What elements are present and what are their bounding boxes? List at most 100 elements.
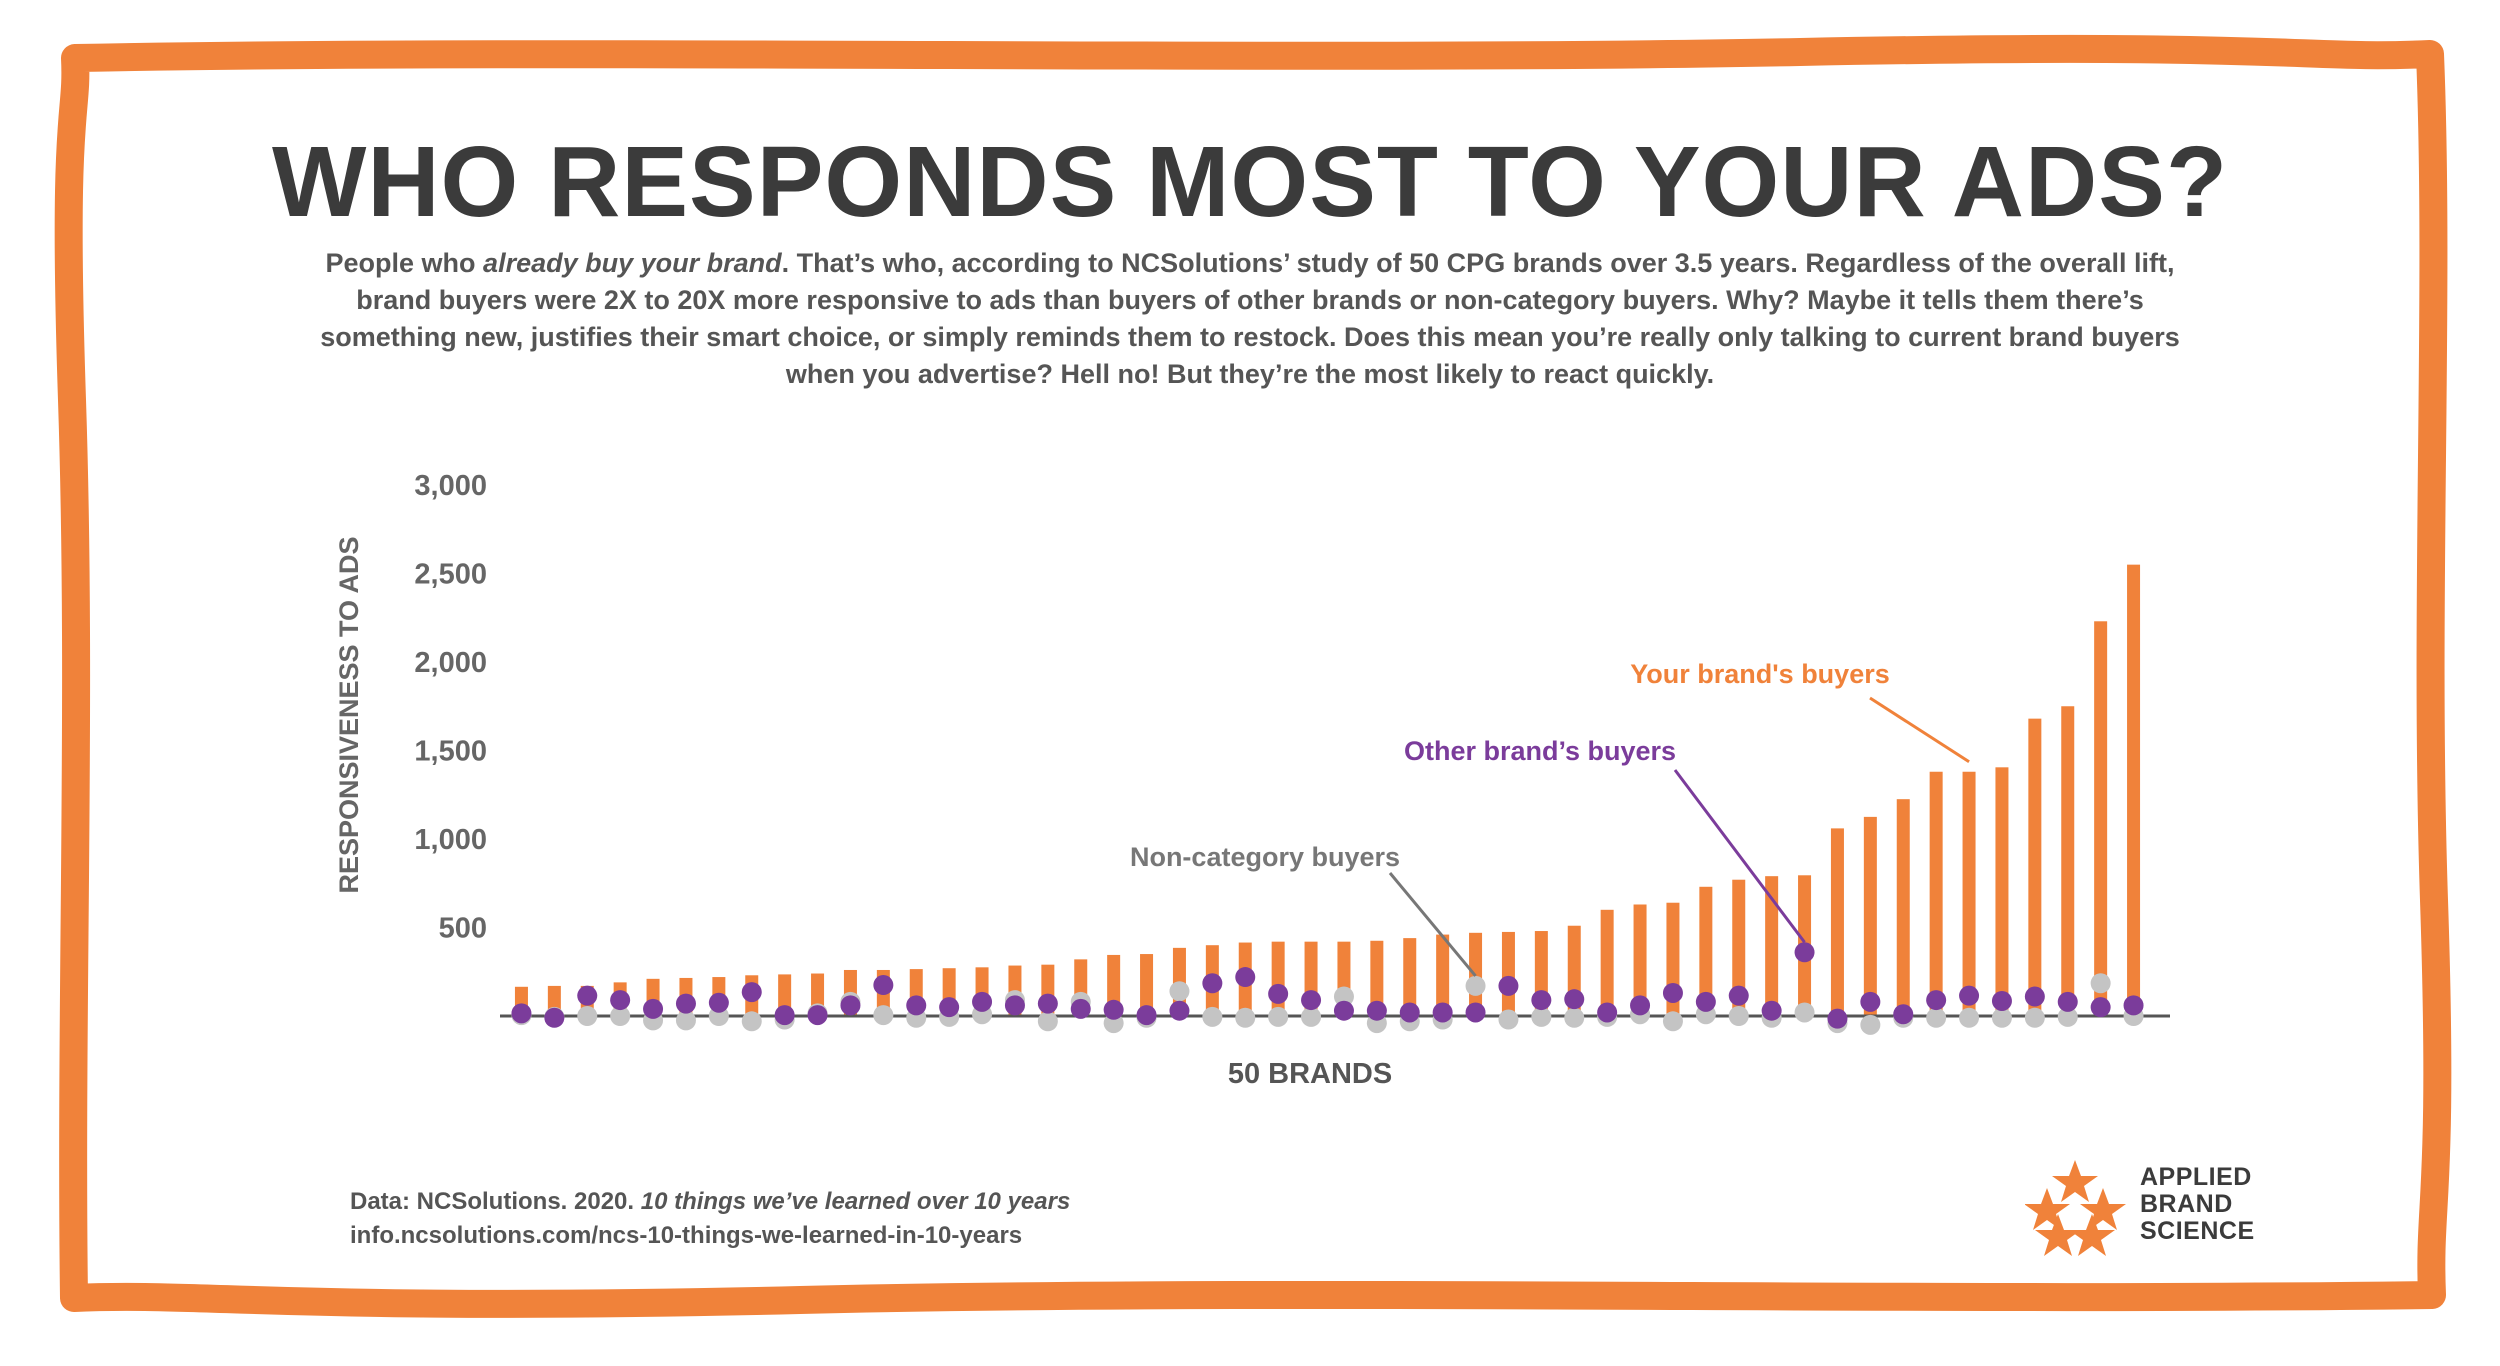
dot-other-brand: [906, 995, 927, 1016]
bar-your-brand: [1140, 954, 1154, 1016]
dot-other-brand: [1103, 999, 1124, 1020]
frame-border: [54, 34, 2452, 1318]
bar-your-brand: [1600, 909, 1614, 1016]
dot-other-brand: [1268, 983, 1289, 1004]
dot-other-brand: [1399, 1002, 1420, 1023]
bar-your-brand: [1699, 886, 1713, 1016]
subtitle-emphasis: already buy your brand: [483, 248, 782, 278]
dot-non-category: [1268, 1006, 1289, 1027]
dot-non-category: [1991, 1007, 2012, 1028]
bar-your-brand: [1501, 931, 1515, 1016]
dot-other-brand: [544, 1007, 565, 1028]
dot-other-brand: [1070, 998, 1091, 1019]
dot-other-brand: [1597, 1002, 1618, 1023]
dot-other-brand: [807, 1005, 828, 1026]
dot-non-category: [1564, 1007, 1585, 1028]
dot-other-brand: [1432, 1002, 1453, 1023]
dot-other-brand: [708, 992, 729, 1013]
logo-line-3: SCIENCE: [2140, 1217, 2255, 1245]
dot-other-brand: [840, 995, 861, 1016]
dot-other-brand: [2090, 997, 2111, 1018]
star-bottom-right: [2069, 1214, 2115, 1256]
dot-other-brand: [2024, 986, 2045, 1007]
dot-non-category: [873, 1005, 894, 1026]
y-tick-label: 2,500: [414, 559, 487, 591]
dot-other-brand: [972, 991, 993, 1012]
star-top: [2052, 1160, 2098, 1202]
bar-your-brand: [1732, 879, 1746, 1016]
y-tick-label: 500: [439, 913, 487, 945]
dot-other-brand: [1202, 973, 1223, 994]
dot-other-brand: [1630, 995, 1651, 1016]
non-category-annotation-label: Non-category buyers: [1130, 842, 1400, 872]
your-brand-annotation-label: Your brand's buyers: [1630, 659, 1889, 689]
dot-other-brand: [1860, 991, 1881, 1012]
bar-your-brand: [1962, 771, 1976, 1016]
dot-other-brand: [1794, 942, 1815, 963]
source-footer: Data: NCSolutions. 2020. 10 things we’ve…: [350, 1185, 1070, 1253]
logo-line-1: APPLIED: [2140, 1163, 2252, 1191]
y-axis: 500 1,000 1,500 2,000 2,500 3,000: [414, 470, 487, 945]
y-tick-label: 3,000: [414, 470, 487, 502]
dot-non-category: [2090, 973, 2111, 994]
dot-other-brand: [2057, 991, 2078, 1012]
other-brand-annotation-leader-line: [1673, 769, 1806, 944]
bar-your-brand: [1370, 940, 1384, 1016]
y-tick-label: 2,000: [414, 647, 487, 679]
bar-your-brand: [2094, 621, 2108, 1016]
bar-your-brand: [2127, 564, 2141, 1016]
dot-non-category: [1662, 1011, 1683, 1032]
dot-non-category: [1926, 1007, 1947, 1028]
y-tick-label: 1,500: [414, 736, 487, 768]
dot-non-category: [741, 1011, 762, 1032]
dot-non-category: [1728, 1006, 1749, 1026]
dot-non-category: [2024, 1007, 2045, 1028]
subtitle-text-2: . That’s who, according to NCSolutions’ …: [320, 248, 2180, 389]
dot-other-brand: [1333, 1000, 1354, 1021]
bar-your-brand: [1863, 816, 1877, 1016]
dot-other-brand: [1991, 990, 2012, 1011]
bar-your-brand: [1765, 876, 1779, 1016]
source-title: 10 things we’ve learned over 10 years: [640, 1188, 1071, 1215]
page-title: WHO RESPONDS MOST TO YOUR ADS?: [271, 126, 2229, 238]
dot-other-brand: [1926, 990, 1947, 1011]
dot-other-brand: [1136, 1005, 1157, 1026]
dot-other-brand: [1893, 1004, 1914, 1025]
dot-other-brand: [1564, 989, 1585, 1010]
dot-non-category: [2057, 1006, 2078, 1027]
dot-other-brand: [610, 990, 631, 1011]
dot-other-brand: [741, 982, 762, 1003]
dot-non-category: [1037, 1011, 1058, 1032]
dot-other-brand: [1301, 990, 1322, 1011]
source-url: info.ncsolutions.com/ncs-10-things-we-le…: [350, 1222, 1023, 1249]
source-citation: Data: NCSolutions. 2020. 10 things we’ve…: [350, 1185, 1070, 1219]
dot-non-category: [610, 1006, 631, 1026]
annotations: Your brand's buyers Other brand’s buyers N…: [1130, 659, 1970, 977]
dot-other-brand: [774, 1005, 795, 1026]
dot-other-brand: [1004, 995, 1025, 1016]
dot-other-brand: [1959, 985, 1980, 1006]
dot-other-brand: [1498, 975, 1519, 996]
dot-non-category: [1465, 975, 1486, 996]
dot-non-category: [1333, 986, 1354, 1007]
applied-brand-science-logo: APPLIED BRAND SCIENCE: [2025, 1158, 2295, 1258]
bar-your-brand: [778, 974, 792, 1016]
y-axis-label: RESPONSIVENESS TO ADS: [334, 536, 364, 893]
dot-other-brand: [1531, 990, 1552, 1011]
dot-other-brand: [1728, 985, 1749, 1006]
logo-line-2: BRAND: [2140, 1190, 2233, 1218]
dot-non-category: [1531, 1006, 1552, 1027]
dot-other-brand: [643, 998, 664, 1019]
dot-other-brand: [939, 997, 960, 1018]
bar-your-brand: [1633, 904, 1647, 1016]
bar-your-brand: [1830, 828, 1844, 1016]
bar-your-brand: [2028, 718, 2042, 1016]
dot-other-brand: [1235, 967, 1256, 988]
non-category-annotation-leader-line: [1388, 872, 1477, 977]
bar-your-brand: [1271, 941, 1285, 1016]
bar-series-your-brand: [514, 564, 2141, 1016]
dot-other-brand: [1662, 982, 1683, 1003]
bar-your-brand: [1929, 771, 1943, 1016]
